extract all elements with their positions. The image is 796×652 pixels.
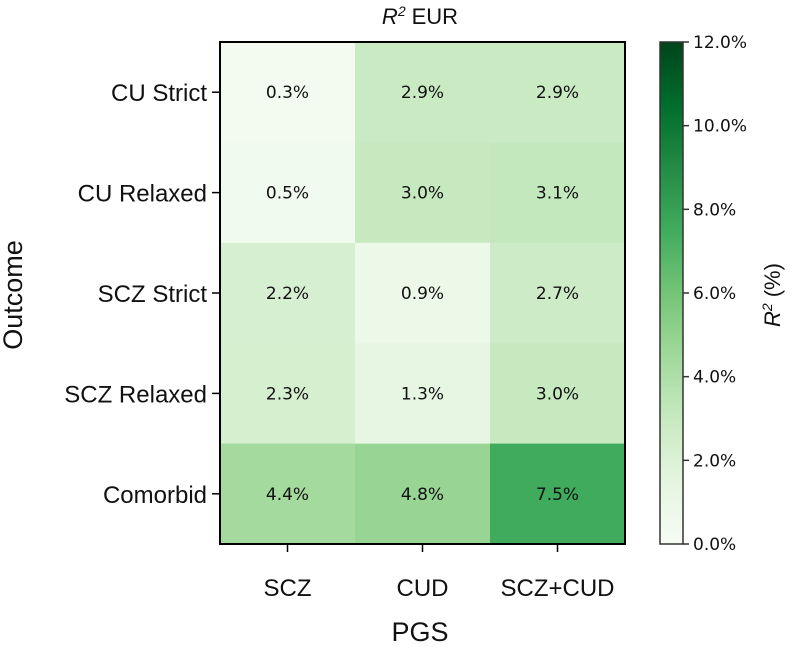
heatmap-cell bbox=[490, 242, 626, 344]
heatmap-cell bbox=[355, 142, 491, 244]
heatmap-cell bbox=[490, 42, 626, 143]
y-tick-label: Comorbid bbox=[103, 482, 207, 509]
heatmap-cell bbox=[220, 443, 356, 545]
colorbar-tick-label: 8.0% bbox=[693, 200, 736, 220]
y-tick-label: CU Strict bbox=[111, 80, 207, 107]
y-axis-ticks: CU Strict CU Relaxed SCZ Strict SCZ Relaxed… bbox=[64, 80, 220, 509]
x-tick-label: CUD bbox=[397, 575, 449, 602]
cell-value-label: 0.3% bbox=[266, 83, 309, 103]
colorbar-label: R2 (%) bbox=[759, 263, 785, 327]
colorbar-tick-label: 12.0% bbox=[693, 33, 747, 53]
y-tick-label: SCZ Strict bbox=[98, 281, 208, 308]
colorbar-tick-label: 10.0% bbox=[693, 117, 747, 137]
colorbar-label-superscript: 2 bbox=[759, 303, 775, 312]
colorbar-tick-label: 6.0% bbox=[693, 284, 736, 304]
cell-value-label: 3.0% bbox=[401, 184, 444, 204]
cell-value-label: 2.9% bbox=[401, 83, 444, 103]
y-axis-label: Outcome bbox=[0, 240, 28, 350]
heatmap-cell-labels: 0.3% 2.9% 2.9% 0.5% 3.0% 3.1% 2.2% 0.9% 2.7% 2.3%… bbox=[266, 83, 579, 505]
y-tick-label: SCZ Relaxed bbox=[64, 381, 207, 408]
heatmap-cell bbox=[220, 142, 356, 244]
colorbar-tick-label: 4.0% bbox=[693, 368, 736, 388]
colorbar-label-prefix: R bbox=[760, 311, 785, 327]
cell-value-label: 0.5% bbox=[266, 184, 309, 204]
x-axis-ticks: SCZ CUD SCZ+CUD bbox=[264, 544, 615, 602]
cell-value-label: 2.2% bbox=[266, 284, 309, 304]
title-prefix: R bbox=[382, 4, 398, 29]
chart-title: R2 EUR bbox=[382, 3, 458, 29]
cell-value-label: 2.7% bbox=[536, 284, 579, 304]
x-tick-label: SCZ bbox=[264, 575, 312, 602]
heatmap-cell bbox=[490, 343, 626, 445]
colorbar bbox=[659, 41, 684, 545]
cell-value-label: 7.5% bbox=[536, 485, 579, 505]
x-axis-label: PGS bbox=[391, 617, 448, 647]
heatmap-cell bbox=[355, 443, 491, 545]
colorbar-ticks: 0.0% 2.0% 4.0% 6.0% 8.0% 10.0% 12.0% bbox=[683, 33, 747, 555]
cell-value-label: 2.9% bbox=[536, 83, 579, 103]
heatmap-cell bbox=[220, 242, 356, 344]
colorbar-tick-label: 2.0% bbox=[693, 451, 736, 471]
heatmap-cell bbox=[490, 443, 626, 545]
title-superscript: 2 bbox=[397, 3, 406, 19]
heatmap-cell bbox=[355, 343, 491, 445]
cell-value-label: 2.3% bbox=[266, 384, 309, 404]
heatmap-cells bbox=[220, 42, 626, 545]
cell-value-label: 4.8% bbox=[401, 485, 444, 505]
x-tick-label: SCZ+CUD bbox=[500, 575, 614, 602]
cell-value-label: 4.4% bbox=[266, 485, 309, 505]
title-text: EUR bbox=[412, 4, 458, 29]
colorbar-tick-label: 0.0% bbox=[693, 535, 736, 555]
cell-value-label: 3.1% bbox=[536, 184, 579, 204]
heatmap-cell bbox=[490, 142, 626, 244]
y-tick-label: CU Relaxed bbox=[78, 181, 207, 208]
cell-value-label: 3.0% bbox=[536, 384, 579, 404]
colorbar-label-suffix: (%) bbox=[760, 263, 785, 297]
cell-value-label: 0.9% bbox=[401, 284, 444, 304]
heatmap-cell bbox=[220, 42, 356, 143]
heatmap-cell bbox=[220, 343, 356, 445]
cell-value-label: 1.3% bbox=[401, 384, 444, 404]
heatmap-cell bbox=[355, 242, 491, 344]
heatmap-cell bbox=[355, 42, 491, 143]
